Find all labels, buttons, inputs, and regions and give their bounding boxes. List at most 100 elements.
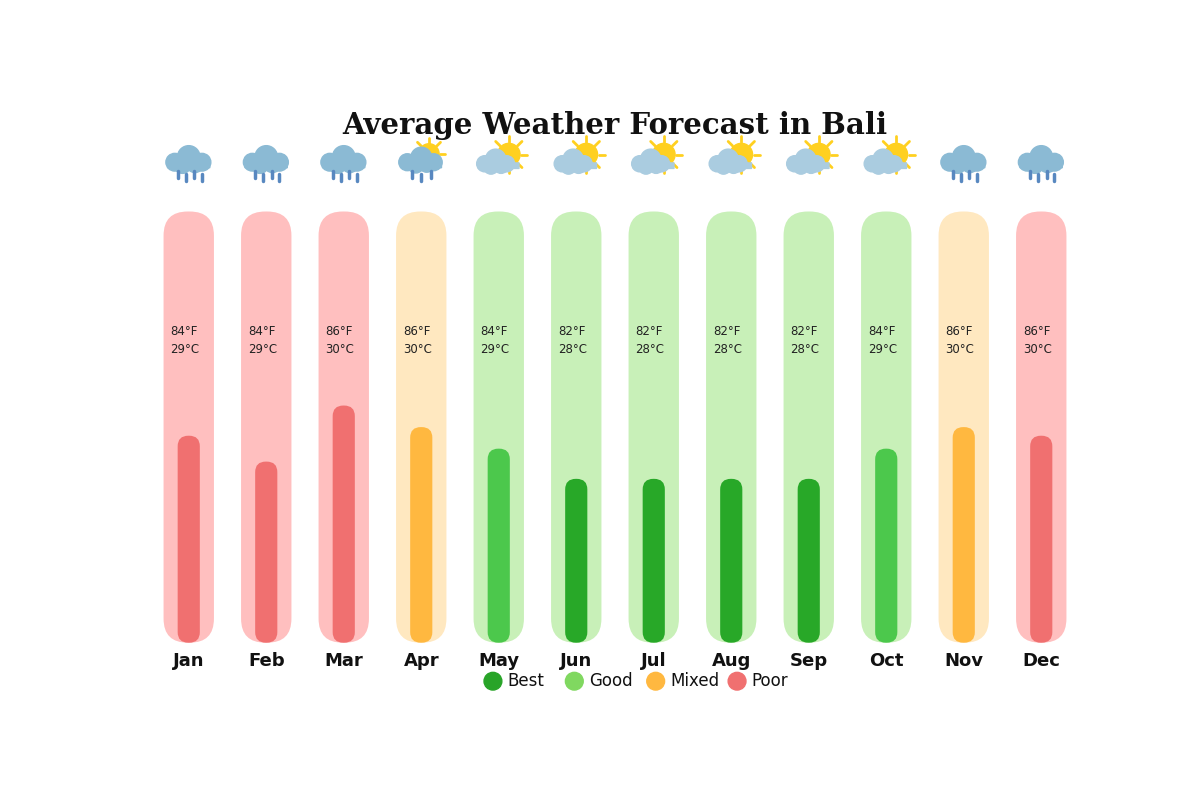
FancyBboxPatch shape: [720, 479, 743, 642]
Text: 82°F
28°C: 82°F 28°C: [713, 326, 742, 356]
Text: Mixed: Mixed: [671, 672, 720, 690]
Circle shape: [941, 154, 959, 171]
Text: 84°F
29°C: 84°F 29°C: [170, 326, 199, 356]
Circle shape: [641, 149, 661, 169]
Circle shape: [320, 154, 338, 171]
FancyBboxPatch shape: [163, 211, 214, 642]
Text: 84°F
29°C: 84°F 29°C: [480, 326, 510, 356]
FancyBboxPatch shape: [706, 211, 756, 642]
Text: Nov: Nov: [944, 652, 983, 670]
Circle shape: [565, 672, 583, 690]
FancyBboxPatch shape: [551, 211, 601, 642]
Circle shape: [493, 158, 509, 174]
FancyBboxPatch shape: [318, 211, 368, 642]
Circle shape: [886, 143, 907, 166]
FancyBboxPatch shape: [953, 427, 974, 642]
FancyBboxPatch shape: [565, 479, 587, 642]
Circle shape: [348, 154, 366, 171]
Circle shape: [484, 672, 502, 690]
Circle shape: [476, 156, 493, 172]
Text: Average Weather Forecast in Bali: Average Weather Forecast in Bali: [342, 110, 888, 140]
Circle shape: [408, 158, 424, 173]
Circle shape: [256, 146, 277, 168]
FancyBboxPatch shape: [1016, 211, 1067, 642]
Text: Apr: Apr: [403, 652, 439, 670]
Circle shape: [398, 154, 416, 170]
FancyBboxPatch shape: [178, 436, 200, 642]
FancyBboxPatch shape: [241, 211, 292, 642]
Circle shape: [864, 156, 881, 172]
Circle shape: [244, 154, 262, 171]
Text: Poor: Poor: [751, 672, 788, 690]
FancyBboxPatch shape: [788, 162, 829, 169]
Circle shape: [809, 156, 824, 172]
Circle shape: [804, 158, 818, 174]
Circle shape: [498, 143, 520, 166]
Circle shape: [498, 156, 515, 172]
Circle shape: [728, 672, 746, 690]
Circle shape: [252, 158, 268, 174]
Text: Oct: Oct: [869, 652, 904, 670]
Circle shape: [716, 159, 731, 174]
Circle shape: [730, 143, 752, 166]
FancyBboxPatch shape: [1030, 436, 1052, 642]
Circle shape: [332, 146, 355, 168]
FancyBboxPatch shape: [410, 427, 432, 642]
FancyBboxPatch shape: [474, 211, 524, 642]
FancyBboxPatch shape: [632, 162, 674, 169]
Circle shape: [962, 157, 978, 173]
FancyBboxPatch shape: [256, 462, 277, 642]
Circle shape: [949, 158, 966, 174]
Circle shape: [1019, 154, 1037, 171]
Circle shape: [653, 143, 676, 166]
Circle shape: [631, 156, 648, 172]
FancyBboxPatch shape: [556, 162, 598, 169]
Text: May: May: [478, 652, 520, 670]
Circle shape: [968, 154, 986, 171]
Text: Sep: Sep: [790, 652, 828, 670]
Circle shape: [638, 159, 653, 174]
Text: 84°F
29°C: 84°F 29°C: [248, 326, 277, 356]
Circle shape: [1045, 154, 1063, 171]
Text: 86°F
30°C: 86°F 30°C: [403, 326, 432, 356]
Text: 86°F
30°C: 86°F 30°C: [1024, 326, 1052, 356]
Circle shape: [793, 159, 809, 174]
Text: Jan: Jan: [173, 652, 204, 670]
FancyBboxPatch shape: [784, 211, 834, 642]
Text: 82°F
28°C: 82°F 28°C: [791, 326, 820, 356]
Circle shape: [886, 156, 902, 172]
Circle shape: [174, 158, 191, 174]
FancyBboxPatch shape: [1020, 161, 1063, 168]
Circle shape: [178, 146, 200, 168]
Circle shape: [718, 149, 738, 169]
Text: Jun: Jun: [560, 652, 593, 670]
Circle shape: [410, 147, 432, 168]
Circle shape: [731, 156, 748, 172]
FancyBboxPatch shape: [478, 162, 520, 169]
Circle shape: [563, 149, 583, 169]
FancyBboxPatch shape: [332, 406, 355, 642]
Circle shape: [726, 158, 740, 174]
Circle shape: [187, 157, 203, 173]
Circle shape: [419, 157, 434, 172]
FancyBboxPatch shape: [322, 161, 366, 168]
Circle shape: [787, 156, 803, 172]
FancyBboxPatch shape: [167, 161, 210, 168]
FancyBboxPatch shape: [710, 162, 752, 169]
Text: Feb: Feb: [248, 652, 284, 670]
Circle shape: [649, 158, 664, 174]
Text: Best: Best: [508, 672, 545, 690]
Circle shape: [554, 156, 570, 172]
Text: 84°F
29°C: 84°F 29°C: [868, 326, 898, 356]
Circle shape: [953, 146, 974, 168]
Circle shape: [562, 159, 576, 174]
FancyBboxPatch shape: [938, 211, 989, 642]
Text: Mar: Mar: [324, 652, 364, 670]
FancyBboxPatch shape: [245, 161, 288, 168]
FancyBboxPatch shape: [875, 449, 898, 642]
Circle shape: [874, 149, 893, 169]
FancyBboxPatch shape: [401, 161, 442, 168]
Circle shape: [270, 154, 288, 171]
Circle shape: [1030, 146, 1052, 168]
Circle shape: [264, 157, 281, 173]
